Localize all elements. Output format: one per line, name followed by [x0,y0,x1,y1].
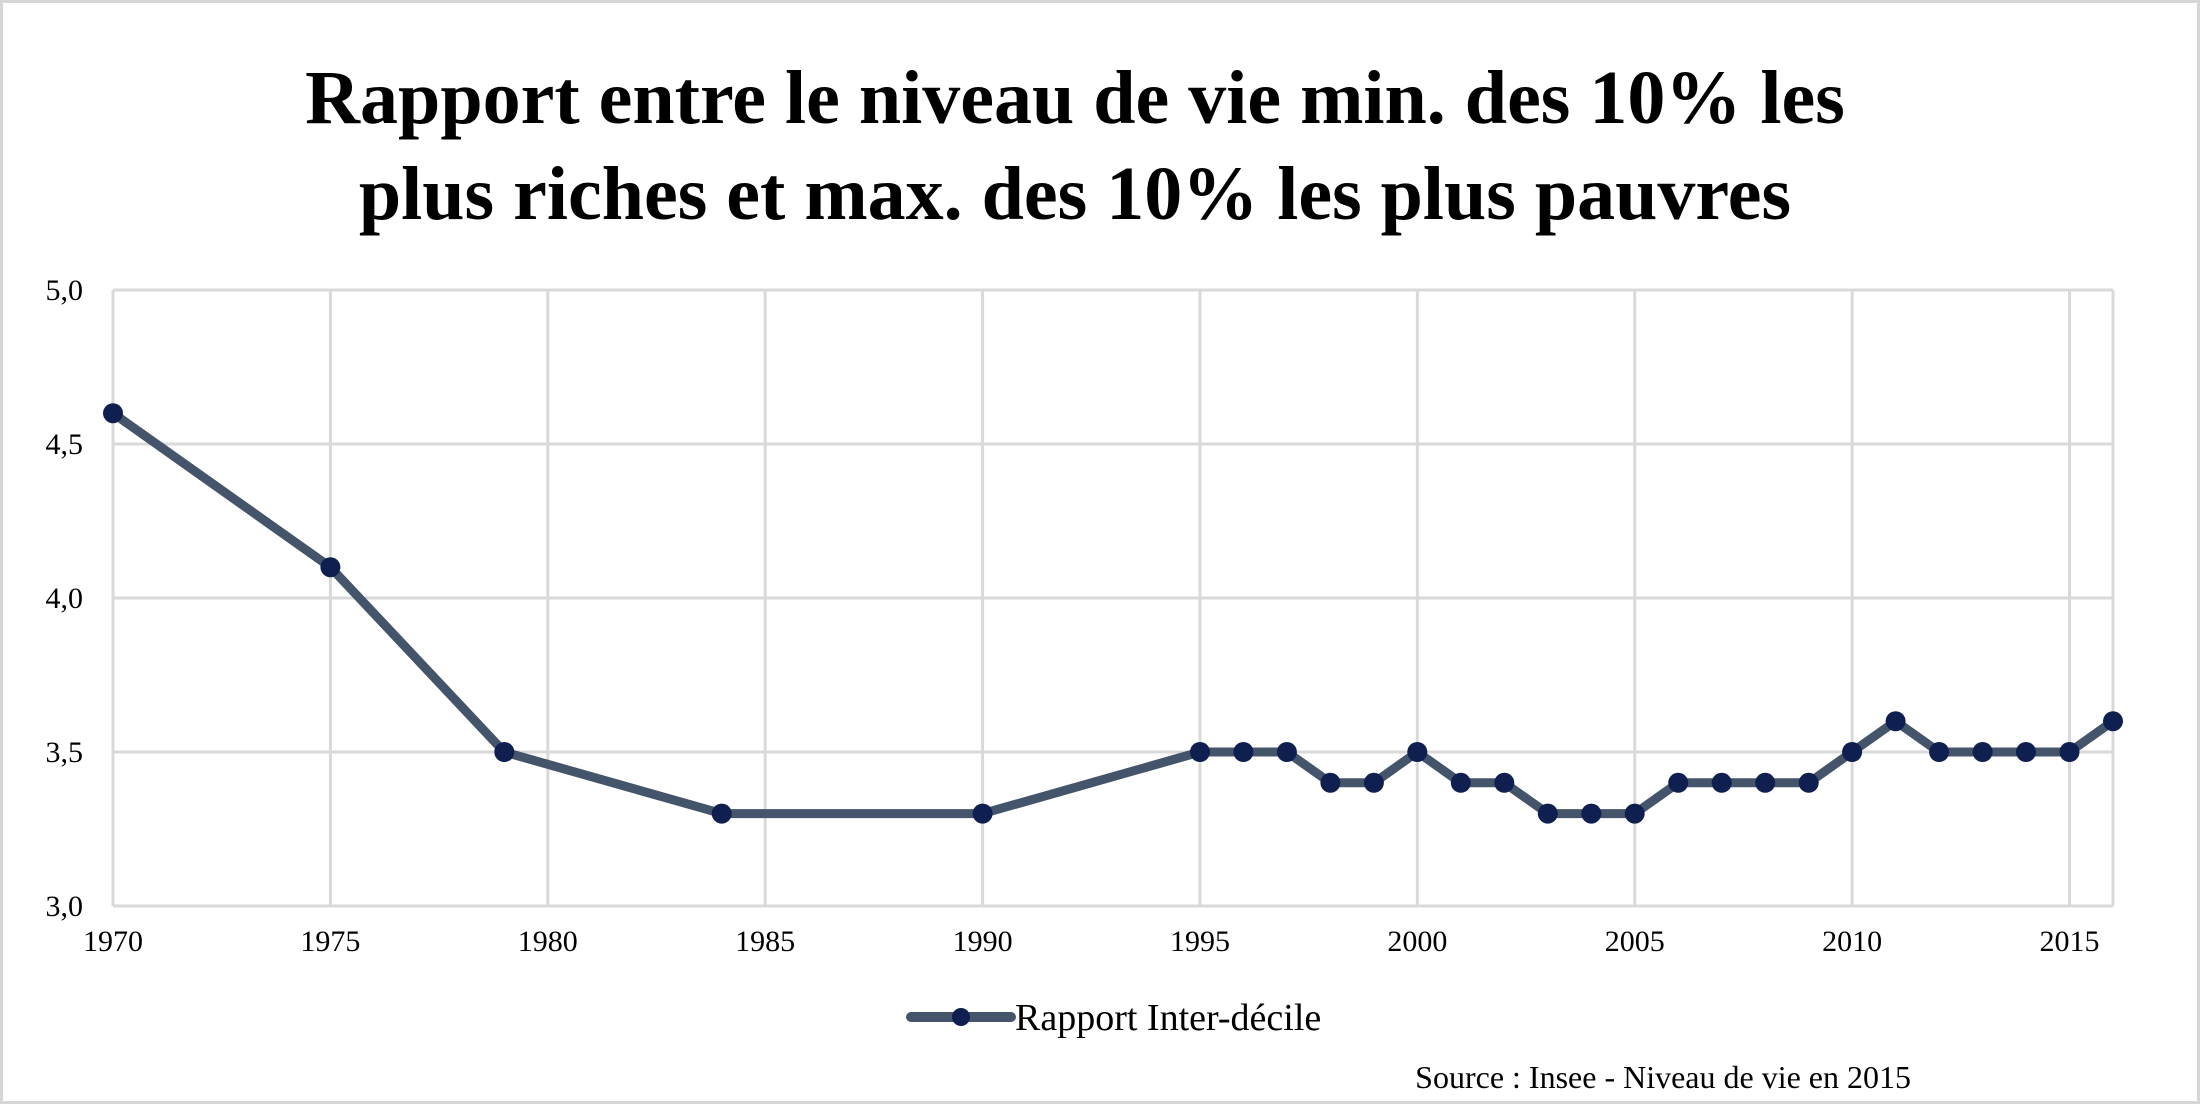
y-tick-label-3: 4,5 [46,428,84,461]
y-tick-label-0: 3,0 [46,890,84,923]
data-point-1999 [1363,772,1384,793]
data-point-2010 [1842,742,1863,762]
legend-marker-swatch [952,1008,970,1026]
data-point-2016 [2103,711,2123,732]
data-point-1998 [1320,772,1341,793]
data-point-1997 [1276,742,1297,762]
data-point-2011 [1885,711,1906,732]
data-point-2006 [1668,772,1689,793]
data-point-2008 [1755,772,1776,793]
x-tick-label-6: 2000 [1387,925,1447,958]
data-point-2007 [1711,772,1732,793]
data-point-1996 [1233,742,1254,762]
data-point-1975 [320,557,341,578]
x-tick-label-0: 1970 [83,925,143,958]
legend: Rapport Inter-décile [906,997,1321,1039]
x-tick-label-7: 2005 [1605,925,1665,958]
x-tick-label-3: 1985 [735,925,795,958]
y-tick-label-1: 3,5 [46,736,84,769]
series-line-0 [108,408,2118,819]
data-point-2013 [1972,742,1993,762]
data-point-2004 [1581,803,1602,824]
data-point-1990 [972,803,993,824]
data-point-1979 [494,742,515,762]
y-tick-label-2: 4,0 [46,582,84,615]
data-point-1995 [1190,742,1210,762]
x-tick-label-2: 1980 [518,925,578,958]
x-tick-label-9: 2015 [2040,925,2100,958]
data-point-2002 [1494,772,1515,793]
x-tick-label-4: 1990 [953,925,1013,958]
data-point-2014 [2016,742,2036,762]
line-chart: Rapport entre le niveau de vie min. des … [46,56,2123,1095]
data-point-1970 [103,403,123,424]
x-tick-label-1: 1975 [300,925,360,958]
grid-lines [111,288,2115,908]
data-point-1984 [711,803,732,824]
x-tick-label-8: 2010 [1822,925,1882,958]
y-axis-tick-labels: 3,0 3,5 4,0 4,5 5,0 [46,274,84,923]
source-note: Source : Insee - Niveau de vie en 2015 [1415,1059,1911,1095]
chart-title-line-1: Rapport entre le niveau de vie min. des … [305,56,1845,140]
series-layer [103,403,2123,824]
y-tick-label-4: 5,0 [46,274,84,307]
data-point-2003 [1537,803,1558,824]
data-point-2005 [1624,803,1645,824]
x-axis-tick-labels: 1970 1975 1980 1985 1990 1995 2000 2005 2010 2015 [83,925,2100,958]
chart-title-line-2: plus riches et max. des 10% les plus pau… [359,152,1791,236]
data-point-2015 [2059,742,2080,762]
data-point-2000 [1407,742,1428,762]
x-tick-label-5: 1995 [1170,925,1230,958]
data-point-2009 [1798,772,1819,793]
legend-label: Rapport Inter-décile [1015,997,1321,1039]
data-point-2012 [1929,742,1950,762]
data-point-2001 [1450,772,1471,793]
